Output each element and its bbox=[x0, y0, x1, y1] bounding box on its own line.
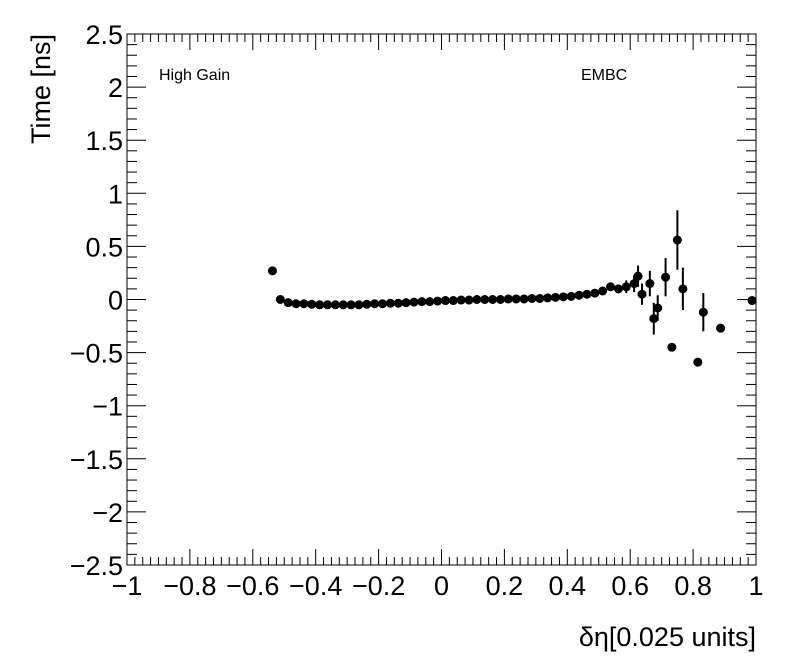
data-point bbox=[370, 299, 380, 309]
x-tick-labels: −1 −0.8 −0.6 −0.4 −0.2 0 0.2 0.4 0.6 0.8 1 bbox=[112, 571, 764, 601]
y-tick-label: 2 bbox=[108, 73, 123, 103]
data-point bbox=[558, 292, 568, 302]
data-point bbox=[649, 314, 659, 324]
y-tick-label: −1.5 bbox=[70, 445, 123, 475]
data-point bbox=[667, 342, 677, 352]
data-point bbox=[338, 300, 348, 310]
data-point bbox=[480, 295, 490, 304]
data-point bbox=[315, 300, 325, 310]
data-point bbox=[633, 271, 643, 281]
data-point bbox=[653, 303, 663, 313]
x-tick-label: 1 bbox=[748, 571, 763, 601]
data-point bbox=[354, 300, 364, 310]
data-point bbox=[267, 266, 277, 276]
data-point bbox=[590, 288, 600, 298]
data-point bbox=[566, 291, 576, 301]
data-point bbox=[582, 289, 592, 299]
data-point bbox=[678, 284, 688, 294]
x-tick-label: −1 bbox=[112, 571, 143, 601]
y-tick-label: 2.5 bbox=[85, 20, 123, 50]
data-point bbox=[621, 282, 631, 292]
annotation-high-gain: High Gain bbox=[159, 67, 230, 84]
y-tick-label: 0 bbox=[108, 286, 123, 316]
data-point bbox=[637, 289, 647, 299]
data-point bbox=[574, 290, 584, 300]
data-point bbox=[645, 279, 655, 289]
x-tick-label: 0.2 bbox=[486, 571, 524, 601]
data-point bbox=[283, 298, 293, 308]
x-tick-label: −0.2 bbox=[352, 571, 405, 601]
data-points bbox=[267, 235, 757, 367]
x-tick-label: 0 bbox=[434, 571, 449, 601]
data-point bbox=[330, 300, 340, 310]
x-tick-label: 0.8 bbox=[674, 571, 712, 601]
data-point bbox=[393, 298, 403, 308]
data-point bbox=[409, 297, 419, 307]
y-axis-label: Time [ns] bbox=[26, 34, 56, 144]
x-tick-label: −0.6 bbox=[226, 571, 279, 601]
x-tick-label: −0.8 bbox=[163, 571, 216, 601]
data-point bbox=[527, 293, 537, 303]
data-point bbox=[693, 357, 703, 367]
data-point bbox=[613, 284, 623, 294]
data-point bbox=[672, 235, 682, 245]
data-point bbox=[535, 293, 545, 303]
data-point bbox=[661, 272, 671, 282]
data-point bbox=[440, 296, 450, 306]
data-point bbox=[519, 294, 529, 304]
data-point bbox=[629, 279, 639, 289]
data-point bbox=[307, 299, 317, 309]
data-point bbox=[464, 295, 474, 305]
x-tick-label: −0.4 bbox=[289, 571, 342, 601]
data-point bbox=[503, 294, 513, 304]
data-point bbox=[456, 295, 466, 305]
y-tick-label: −1 bbox=[92, 392, 123, 422]
data-point bbox=[322, 300, 332, 310]
data-point bbox=[698, 307, 708, 317]
y-tick-label: −0.5 bbox=[70, 339, 123, 369]
x-axis-label: δη[0.025 units] bbox=[579, 622, 756, 652]
y-tick-labels: −2.5 −2 −1.5 −1 −0.5 0 0.5 1 1.5 2 2.5 bbox=[70, 20, 123, 581]
y-tick-label: 0.5 bbox=[85, 232, 123, 262]
data-point bbox=[716, 323, 726, 333]
y-tick-label: −2 bbox=[92, 498, 123, 528]
data-point bbox=[385, 298, 395, 308]
data-point bbox=[401, 298, 411, 308]
data-point bbox=[747, 296, 757, 306]
data-point bbox=[472, 295, 482, 304]
y-tick-label: 1 bbox=[108, 179, 123, 209]
data-point bbox=[378, 299, 388, 309]
data-point bbox=[299, 299, 309, 309]
axis-ticks bbox=[126, 33, 757, 566]
y-tick-label: 1.5 bbox=[85, 126, 123, 156]
y-tick-label: −2.5 bbox=[70, 551, 123, 581]
data-point bbox=[511, 294, 521, 304]
data-point bbox=[425, 297, 435, 307]
data-point bbox=[275, 295, 285, 304]
x-tick-label: 0.6 bbox=[611, 571, 649, 601]
data-point bbox=[346, 300, 356, 310]
data-point bbox=[495, 295, 505, 304]
data-point bbox=[488, 295, 498, 304]
data-point bbox=[291, 299, 301, 309]
data-point bbox=[362, 299, 372, 309]
x-tick-label: 0.4 bbox=[549, 571, 587, 601]
data-point bbox=[448, 296, 458, 306]
data-point bbox=[551, 292, 561, 302]
data-point bbox=[543, 293, 553, 303]
data-point bbox=[606, 282, 616, 292]
data-point bbox=[417, 297, 427, 307]
annotation-embc: EMBC bbox=[581, 67, 627, 84]
data-point bbox=[598, 286, 608, 296]
data-point bbox=[433, 296, 443, 306]
